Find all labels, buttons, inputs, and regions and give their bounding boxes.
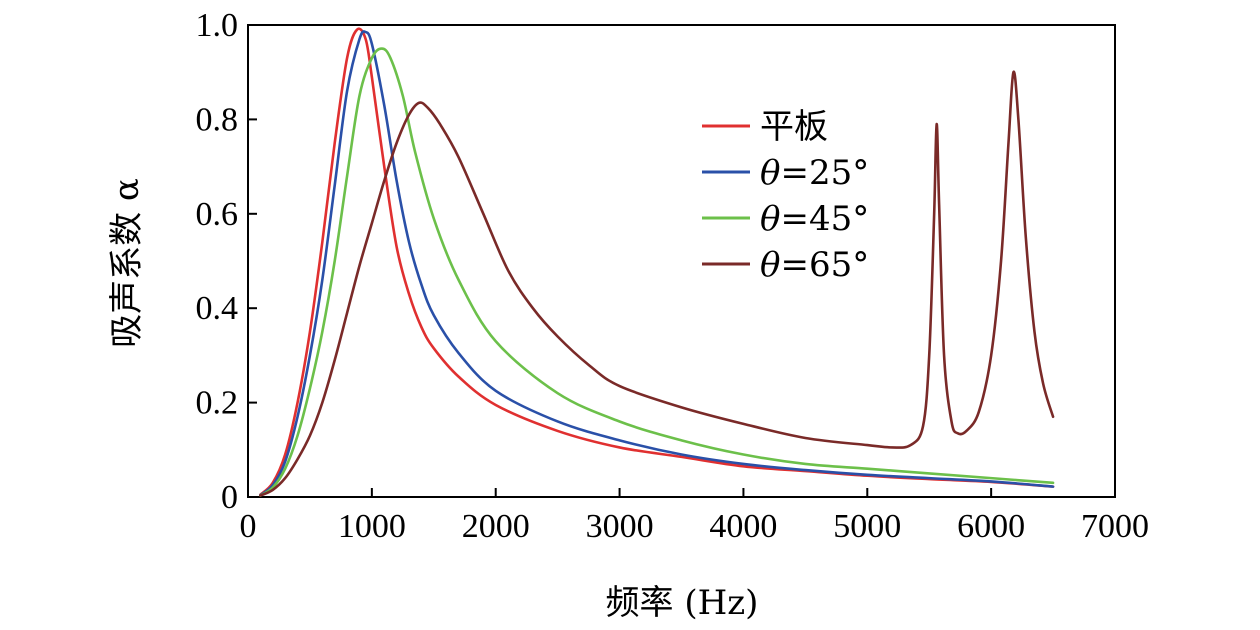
legend-label-4: θ=65°	[760, 245, 869, 285]
x-tick-label: 4000	[709, 508, 777, 545]
x-tick-label: 0	[240, 508, 257, 545]
x-tick-label: 5000	[833, 508, 901, 545]
y-tick-label: 0.4	[196, 290, 239, 327]
x-tick-label: 2000	[462, 508, 530, 545]
x-axis-title: 频率 (Hz)	[606, 583, 759, 623]
y-axis-title: 吸声系数 α	[107, 178, 147, 348]
series-line-1	[259, 27, 1055, 496]
series-line-3	[259, 47, 1055, 497]
legend-label-2: θ=25°	[760, 153, 869, 193]
x-axis: 0 1000 2000 3000 4000 5000 6000 7000	[240, 488, 1149, 545]
x-tick-label: 6000	[957, 508, 1025, 545]
series-layer	[259, 27, 1055, 497]
series-line-2	[259, 30, 1055, 497]
x-tick-label: 3000	[586, 508, 654, 545]
y-tick-label: 0	[221, 479, 238, 516]
series-line-4	[259, 70, 1055, 497]
legend-label-1: 平板	[760, 107, 828, 147]
legend: 平板 θ=25° θ=45° θ=65°	[702, 107, 869, 285]
x-tick-label: 7000	[1081, 508, 1149, 545]
y-tick-label: 1.0	[196, 7, 239, 44]
y-tick-label: 0.6	[196, 196, 239, 233]
x-tick-label: 1000	[338, 508, 406, 545]
y-tick-label: 0.2	[196, 385, 239, 422]
y-tick-label: 0.8	[196, 101, 239, 138]
plot-area	[247, 24, 1116, 498]
plot-frame	[247, 24, 1116, 498]
legend-label-3: θ=45°	[760, 199, 869, 239]
y-axis: 0 0.2 0.4 0.6 0.8 1.0	[196, 7, 257, 516]
